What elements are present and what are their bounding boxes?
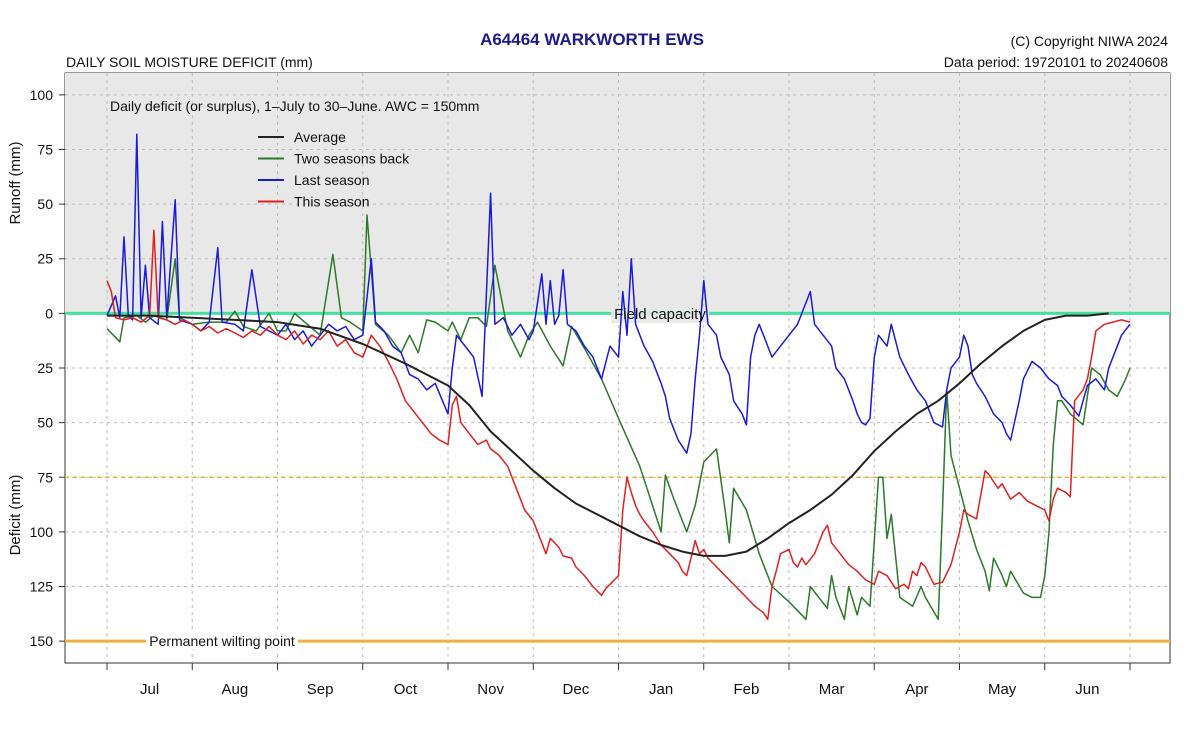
x-axis: Jul Aug Sep Oct Nov Dec Jan Feb Mar Apr May Jun: [106, 663, 1131, 698]
y-tick-label: 75: [37, 469, 53, 485]
x-tick-label: May: [988, 681, 1017, 698]
wilting-point-label: Permanent wilting point: [149, 633, 295, 649]
legend-label: Last season: [294, 172, 370, 188]
y-tick-label: 75: [37, 141, 53, 157]
field-capacity-label: Field capacity: [614, 306, 706, 323]
x-tick-label: Mar: [819, 681, 845, 698]
y-tick-label: 50: [37, 196, 53, 212]
legend-label: This season: [294, 194, 369, 210]
x-tick-label: Nov: [477, 681, 504, 698]
legend: Average Two seasons back Last season This s…: [258, 129, 410, 210]
y-tick-label: 100: [30, 524, 54, 540]
legend-label: Average: [294, 129, 346, 145]
x-tick-label: Sep: [307, 681, 334, 698]
series-line-two-seasons-back: [106, 214, 1131, 621]
x-tick-label: Jan: [649, 681, 673, 698]
chart-title: A64464 WARKWORTH EWS: [480, 30, 704, 49]
data-period: Data period: 19720101 to 20240608: [944, 54, 1168, 70]
y-tick-label: 0: [45, 305, 53, 321]
x-tick-label: Oct: [394, 681, 418, 698]
y-tick-label: 25: [37, 360, 53, 376]
wilting-point-label-bg: [146, 633, 298, 649]
y-tick-label: 100: [30, 87, 54, 103]
y-axis-label-runoff: Runoff (mm): [7, 141, 24, 224]
x-tick-label: Jul: [140, 681, 159, 698]
series-line-average: [107, 312, 1109, 557]
series-line-last-season: [106, 133, 1131, 454]
x-tick-label: Dec: [563, 681, 590, 698]
x-tick-label: Feb: [733, 681, 759, 698]
series-line-this-season: [106, 229, 1131, 621]
y-tick-label: 125: [30, 579, 54, 595]
y-tick-label: 150: [30, 633, 54, 649]
y-tick-label: 25: [37, 251, 53, 267]
x-tick-label: Jun: [1075, 681, 1099, 698]
y-axis-label-deficit: Deficit (mm): [7, 475, 24, 556]
legend-label: Two seasons back: [294, 151, 410, 167]
y-axis: 100 75 50 25 0 25 50 75 100 125 150: [30, 87, 65, 649]
series-layer: [106, 133, 1131, 621]
reference-lines: [65, 306, 1170, 649]
x-tick-label: Apr: [905, 681, 928, 698]
surplus-zone: [65, 73, 1170, 314]
copyright-text: (C) Copyright NIWA 2024: [1011, 33, 1169, 49]
x-tick-label: Aug: [222, 681, 249, 698]
chart-subtitle: DAILY SOIL MOISTURE DEFICIT (mm): [66, 54, 313, 70]
y-tick-label: 50: [37, 415, 53, 431]
chart-annotation: Daily deficit (or surplus), 1–July to 30…: [110, 98, 479, 114]
